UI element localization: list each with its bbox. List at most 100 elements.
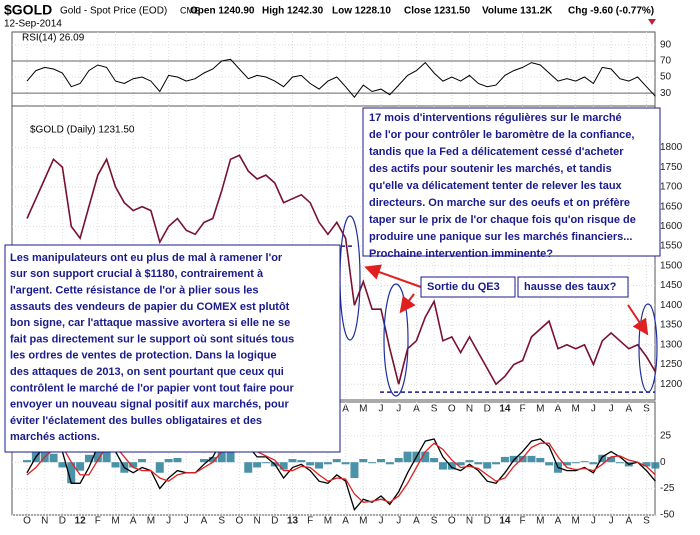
exchange: CME xyxy=(180,5,200,15)
histogram-bar xyxy=(615,462,624,464)
date: 12-Sep-2014 xyxy=(4,19,62,30)
x-tick-label: J xyxy=(609,404,614,415)
y-tick-label: 25 xyxy=(660,430,672,441)
x-tick-label: J xyxy=(184,516,189,527)
annotation-line: marchés actions. xyxy=(10,431,100,443)
histogram-bar xyxy=(580,461,589,463)
y-tick-label: 30 xyxy=(660,88,672,99)
histogram-bar xyxy=(58,462,67,468)
arrow xyxy=(627,304,649,336)
y-tick-label: 70 xyxy=(660,56,672,67)
x-tick-label: N xyxy=(466,404,473,415)
x-tick-label: A xyxy=(625,516,632,527)
x-tick-label: J xyxy=(379,404,384,415)
x-tick-label: A xyxy=(555,404,562,415)
y-tick-label: -50 xyxy=(660,510,675,521)
x-tick-label: M xyxy=(324,516,332,527)
annotation-line: des actifs pour soutenir les marchés, et… xyxy=(369,163,612,175)
histogram-bar xyxy=(253,462,262,468)
x-tick-label: F xyxy=(520,516,526,527)
x-tick-label: S xyxy=(643,404,650,415)
x-tick-label: J xyxy=(396,404,401,415)
y-tick-label: 1700 xyxy=(660,182,683,193)
x-tick-label: A xyxy=(413,404,420,415)
histogram-bar xyxy=(527,455,536,463)
x-tick-label: A xyxy=(555,516,562,527)
histogram-bar xyxy=(562,462,571,466)
x-tick-label: 14 xyxy=(499,516,511,527)
quote-field: Open 1240.90 xyxy=(190,6,255,17)
histogram-bar xyxy=(288,459,297,463)
annotation-line: Prochaine intervention imminente? xyxy=(369,248,553,260)
x-tick-label: J xyxy=(379,516,384,527)
histogram-bar xyxy=(465,460,474,463)
y-tick-label: 1650 xyxy=(660,201,683,212)
histogram-bar xyxy=(129,462,138,468)
annotation-line: Les manipulateurs ont eu plus de mal à r… xyxy=(10,252,283,264)
label-text: hausse des taux? xyxy=(524,281,617,293)
histogram-bar xyxy=(164,459,173,463)
x-tick-label: A xyxy=(342,516,349,527)
histogram-bar xyxy=(403,451,412,463)
histogram-bar xyxy=(483,462,492,469)
annotation-line: assauts des vendeurs de papier du COMEX … xyxy=(10,301,290,313)
y-tick-label: 1600 xyxy=(660,221,683,232)
y-tick-label: 1350 xyxy=(660,320,683,331)
annotation-line: les ordres de ventes de protection. Dans… xyxy=(10,350,277,362)
histogram-bar xyxy=(589,462,598,465)
histogram-bar xyxy=(430,457,439,463)
histogram-bar xyxy=(341,462,350,465)
annotation-box xyxy=(4,244,341,453)
histogram-bar xyxy=(332,459,341,463)
annotation-line: l'argent. Cette résistance de l'or à pli… xyxy=(10,285,259,297)
symbol: $GOLD xyxy=(4,2,52,18)
x-tick-label: A xyxy=(342,404,349,415)
annotation-line: envoyer un nouveau signal positif aux ma… xyxy=(10,399,289,411)
panel-title: $GOLD (Daily) 1231.50 xyxy=(30,125,135,136)
x-tick-label: J xyxy=(609,516,614,527)
histogram-bar xyxy=(571,462,580,464)
annotation-line: éviter l'éclatement des bulles obligatai… xyxy=(10,415,262,427)
label-box xyxy=(517,276,629,298)
annotation-line: qu'elle va délicatement tenter de releve… xyxy=(369,180,623,192)
y-tick-label: 0 xyxy=(660,457,666,468)
histogram-bar xyxy=(456,462,465,466)
histogram-bar xyxy=(368,462,377,464)
x-tick-label: J xyxy=(396,516,401,527)
y-tick-label: 1250 xyxy=(660,359,683,370)
histogram-bar xyxy=(474,462,483,465)
histogram-bar xyxy=(173,457,182,463)
x-tick-label: F xyxy=(307,516,313,527)
y-tick-label: 1550 xyxy=(660,241,683,252)
histogram-bar xyxy=(84,454,93,463)
x-tick-label: J xyxy=(591,516,596,527)
histogram-bar xyxy=(155,462,164,473)
histogram-bar xyxy=(377,459,385,463)
x-tick-label: A xyxy=(625,404,632,415)
x-tick-label: S xyxy=(431,404,438,415)
histogram-bar xyxy=(244,462,253,473)
histogram-bar xyxy=(76,462,85,471)
data-line xyxy=(26,58,656,99)
quote-field: Close 1231.50 xyxy=(404,6,471,17)
x-tick-label: N xyxy=(253,516,260,527)
x-tick-label: F xyxy=(520,404,526,415)
quote-field: Low 1228.10 xyxy=(332,6,391,17)
histogram-bar xyxy=(102,451,111,463)
histogram-bar xyxy=(651,462,660,469)
quote-field: Volume 131.2K xyxy=(482,6,553,17)
histogram-bar xyxy=(208,456,217,463)
x-tick-label: F xyxy=(95,516,101,527)
x-tick-label: N xyxy=(41,516,48,527)
x-tick-label: M xyxy=(359,404,367,415)
annotation-line: sur son support crucial à $1180, contrai… xyxy=(10,268,264,280)
x-tick-label: D xyxy=(59,516,66,527)
histogram-bar xyxy=(642,462,651,467)
histogram-bar xyxy=(598,454,607,463)
y-tick-label: 1450 xyxy=(660,280,683,291)
x-tick-label: D xyxy=(484,516,491,527)
annotation-line: de l'or pour contrôler le baromètre de l… xyxy=(369,129,634,141)
x-tick-label: J xyxy=(166,516,171,527)
arrow xyxy=(364,264,422,288)
x-tick-label: O xyxy=(23,516,31,527)
